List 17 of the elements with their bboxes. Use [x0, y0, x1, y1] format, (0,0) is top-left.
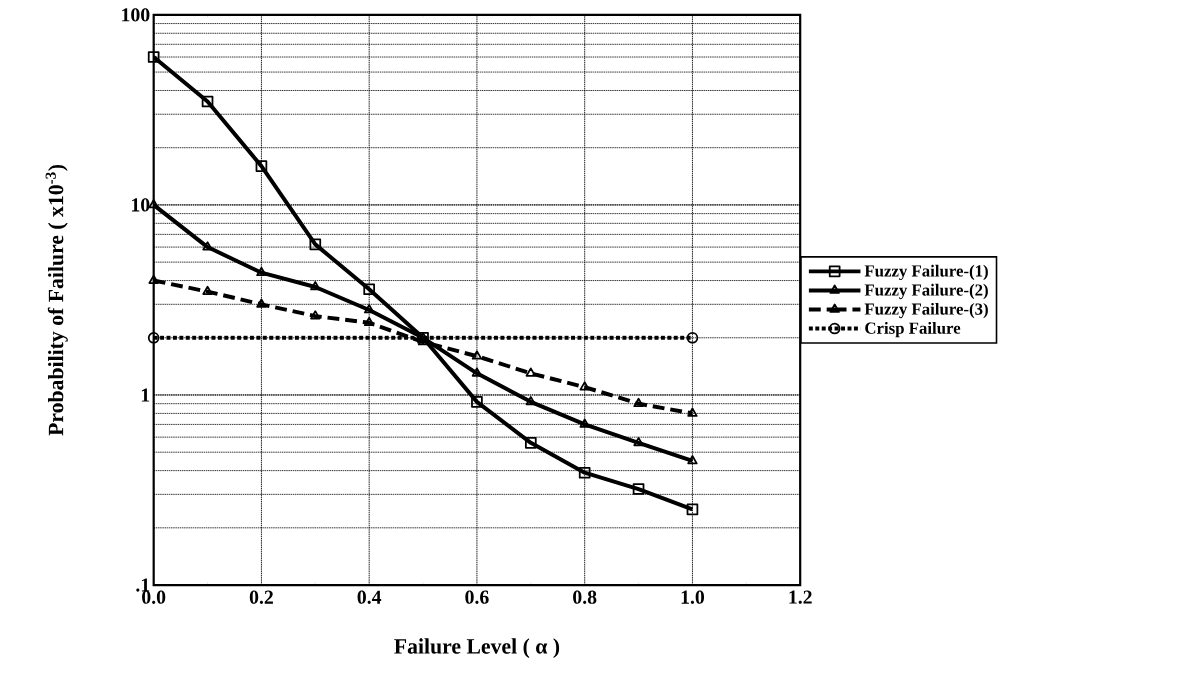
x-tick-label: 0.8	[573, 590, 597, 604]
legend-label: Crisp Failure	[865, 321, 961, 338]
legend-label: Fuzzy Failure-(1)	[864, 264, 988, 281]
x-tick-label: 0.0	[142, 590, 166, 604]
legend-label: Fuzzy Failure-(2)	[864, 283, 988, 300]
y-tick-label: 10	[132, 198, 150, 212]
y-tick-label: 100	[122, 8, 150, 22]
x-axis-title: Failure Level ( α )	[394, 638, 560, 659]
x-tick-label: 0.6	[465, 590, 489, 604]
x-tick-label: 0.2	[249, 590, 273, 604]
x-tick-label: 1.2	[789, 590, 812, 604]
legend-label: Fuzzy Failure-(3)	[864, 302, 988, 319]
y-tick-label: .1	[136, 578, 150, 592]
x-tick-label: 1.0	[681, 590, 705, 604]
x-tick-label: 0.4	[357, 590, 382, 604]
y-tick-label: 1	[141, 388, 150, 402]
y-axis-title: Probability of Failure ( x10$^{-3}$)	[45, 164, 68, 436]
